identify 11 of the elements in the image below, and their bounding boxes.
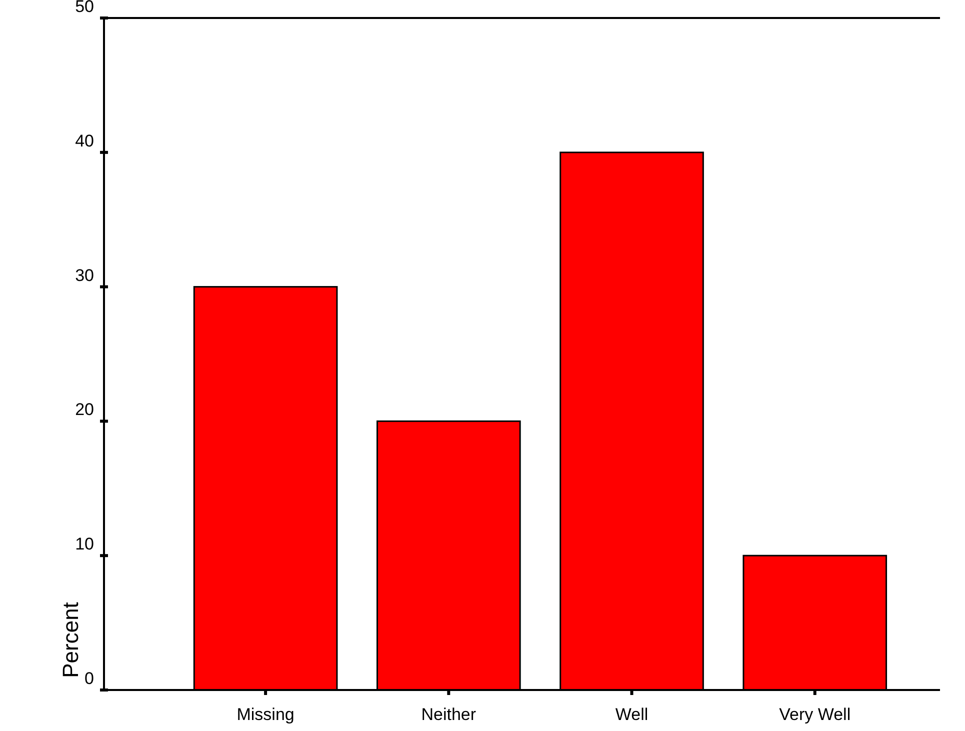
- x-tick-label: Neither: [421, 705, 476, 724]
- x-tick-label: Well: [615, 705, 648, 724]
- y-axis-title: Percent: [58, 602, 83, 678]
- x-tick-label: Missing: [236, 705, 294, 724]
- y-tick-label: 10: [75, 534, 94, 554]
- y-tick-label: 50: [75, 0, 94, 16]
- x-tick-label: Very Well: [779, 705, 851, 724]
- y-tick-label: 40: [75, 131, 94, 150]
- y-tick-label: 20: [75, 400, 94, 420]
- y-tick-label: 0: [84, 669, 94, 688]
- y-tick-label: 30: [75, 266, 94, 285]
